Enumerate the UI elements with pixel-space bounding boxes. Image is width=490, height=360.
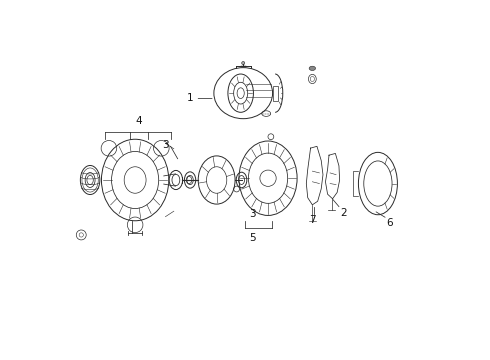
Text: 4: 4: [135, 116, 142, 126]
Ellipse shape: [309, 66, 316, 71]
Text: 7: 7: [309, 215, 316, 225]
Text: 5: 5: [249, 233, 256, 243]
Text: 2: 2: [340, 208, 346, 218]
Text: 3: 3: [162, 140, 169, 149]
Circle shape: [242, 62, 245, 64]
Text: 6: 6: [386, 218, 392, 228]
Text: 1: 1: [187, 94, 194, 103]
Text: 3: 3: [249, 209, 256, 219]
